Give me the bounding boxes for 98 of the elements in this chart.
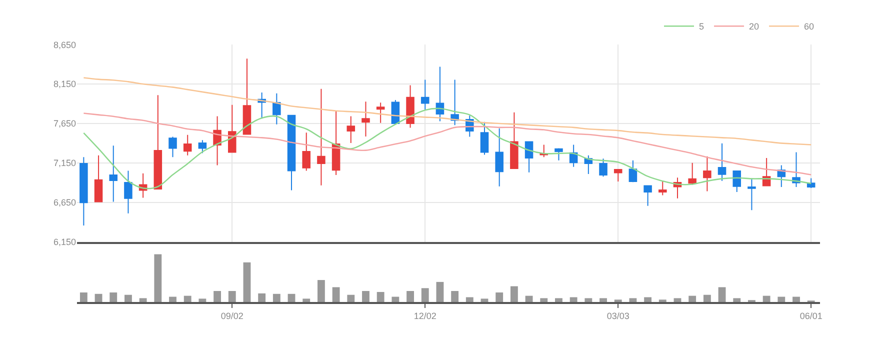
legend-label: 5 [699,22,704,32]
bar [421,288,429,302]
bar [94,294,102,302]
bar [198,298,206,302]
bar [762,296,770,302]
bar [302,298,310,302]
x-tick-label: 06/01 [800,310,822,321]
bar [392,296,400,302]
bar [555,298,562,302]
line-series [83,108,812,190]
candlestick [524,141,534,173]
bar [169,296,176,302]
bar [154,254,162,302]
bar [466,297,474,302]
bar [480,298,488,302]
legend-label: 20 [749,22,760,32]
candlestick [554,148,563,161]
candlestick [376,102,385,124]
bar [674,298,682,302]
bar [570,297,578,302]
y-tick-label: 8,150 [53,79,76,90]
bar [778,296,786,302]
candlestick [287,114,296,191]
candlestick [242,58,252,135]
bar [451,291,459,302]
y-tick-label: 6,150 [53,236,76,247]
bar [228,291,236,302]
candlestick [109,145,118,202]
bar [525,296,533,302]
candlestick [436,66,444,122]
bar [733,298,741,302]
candlestick [703,156,712,192]
bar [540,298,548,302]
bar [362,291,370,302]
y-tick-label: 7,650 [53,118,76,129]
candlestick [168,136,177,158]
y-tick-label: 6,650 [53,198,76,208]
candlestick [599,158,608,178]
bar [258,293,266,302]
candlestick [346,116,356,144]
candlestick [718,142,726,182]
candlestick [420,79,430,110]
bar [124,294,132,302]
candlestick [272,92,281,125]
bar [644,297,652,302]
y-tick-label: 7,150 [53,158,76,168]
bar [600,298,607,302]
bar [110,292,118,302]
bar [718,287,726,302]
candlestick [302,132,310,172]
bar [332,287,340,302]
bar [376,292,384,302]
bar [436,282,444,302]
bar [629,298,637,302]
candlestick [154,94,162,190]
candlestick [748,178,756,211]
y-tick-label: 8,650 [53,40,76,50]
candlestick [94,154,103,202]
candlestick [80,156,88,226]
bar [510,286,518,302]
candlestick [614,168,622,182]
candlestick [628,160,638,183]
bar [243,262,251,302]
candlestick [510,112,518,169]
candlestick [362,101,370,137]
bar [406,291,414,302]
bar [214,291,221,302]
candlestick [644,185,652,206]
bar [139,298,147,302]
bar [317,280,325,302]
bar [272,294,280,302]
x-tick-label: 03/03 [606,310,630,321]
bar [496,292,504,302]
bar [703,294,711,302]
bar [584,298,592,302]
candlestick [658,180,667,196]
candlestick [406,84,414,128]
bar [792,296,800,302]
candlestick [332,110,340,176]
legend-label: 60 [804,22,814,32]
line-series [83,112,812,176]
bar [347,294,355,302]
line-series [83,77,812,146]
candlestick [228,104,236,153]
candlestick [198,140,207,154]
x-tick-label: 09/02 [220,310,244,321]
candlestick [495,128,504,187]
bar [688,296,696,302]
candlestick [183,134,192,156]
bar [80,292,88,302]
bar [288,294,296,302]
bar [184,296,192,302]
candlestick [732,170,741,192]
candlestick [317,88,326,186]
candlestick [688,162,696,186]
candlestick [480,121,489,156]
candlestick [124,170,132,214]
x-tick-label: 12/02 [414,310,436,321]
